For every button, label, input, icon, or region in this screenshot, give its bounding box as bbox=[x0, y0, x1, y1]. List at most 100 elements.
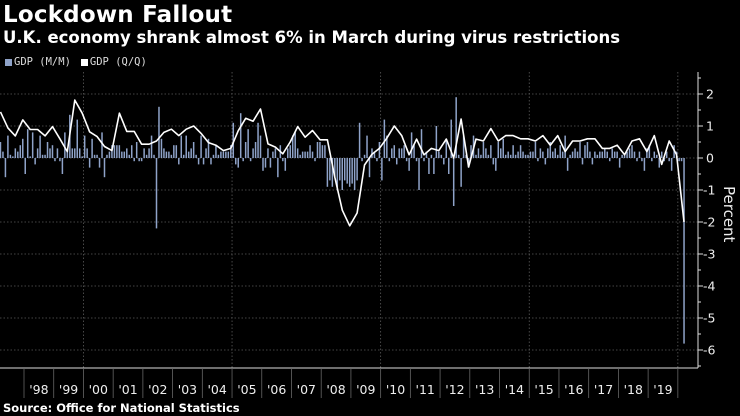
monthly-bar bbox=[309, 145, 311, 158]
monthly-bar bbox=[239, 113, 242, 158]
monthly-bar bbox=[49, 148, 51, 158]
legend-item-quarterly: GDP (Q/Q) bbox=[80, 56, 147, 68]
monthly-bar bbox=[83, 135, 86, 158]
chart-subtitle: U.K. economy shrank almost 6% in March d… bbox=[3, 28, 621, 47]
monthly-bar bbox=[601, 151, 604, 158]
monthly-bar bbox=[222, 151, 225, 158]
x-tick-label: '15 bbox=[534, 382, 553, 397]
y-tick-label: -1 bbox=[703, 183, 715, 198]
monthly-bar bbox=[319, 142, 321, 158]
monthly-bar bbox=[542, 151, 544, 158]
monthly-bar bbox=[517, 151, 519, 158]
monthly-bar bbox=[165, 151, 168, 158]
x-tick-label: '00 bbox=[89, 382, 108, 397]
monthly-bar bbox=[121, 151, 123, 158]
monthly-bar bbox=[56, 148, 59, 158]
monthly-bar bbox=[450, 119, 452, 158]
monthly-bar bbox=[306, 151, 309, 158]
monthly-bar bbox=[339, 158, 341, 181]
monthly-bar bbox=[658, 158, 661, 168]
monthly-bar bbox=[314, 158, 316, 162]
monthly-bar bbox=[225, 151, 227, 158]
monthly-bar bbox=[96, 154, 98, 158]
monthly-bar bbox=[373, 151, 376, 158]
monthly-bar bbox=[150, 135, 153, 158]
legend-swatch-monthly bbox=[5, 58, 12, 66]
monthly-bar bbox=[611, 148, 613, 158]
monthly-bar bbox=[116, 145, 118, 158]
monthly-bar bbox=[381, 158, 383, 181]
y-tick-label: 2 bbox=[706, 87, 714, 102]
x-tick-label: '17 bbox=[594, 382, 613, 397]
monthly-bar bbox=[534, 142, 537, 158]
monthly-bar bbox=[247, 129, 249, 158]
monthly-bar bbox=[492, 158, 495, 165]
monthly-bar bbox=[522, 151, 524, 158]
monthly-bar bbox=[487, 154, 490, 158]
monthly-bar bbox=[410, 132, 413, 158]
monthly-bar bbox=[148, 148, 150, 158]
monthly-bar bbox=[31, 132, 34, 158]
monthly-bar bbox=[670, 158, 673, 171]
monthly-bar bbox=[282, 158, 284, 162]
monthly-bar bbox=[9, 154, 12, 158]
monthly-bar bbox=[683, 158, 685, 344]
monthly-bar bbox=[552, 151, 554, 158]
monthly-bar bbox=[252, 148, 254, 158]
monthly-bar bbox=[594, 151, 596, 158]
monthly-bar bbox=[391, 148, 393, 158]
monthly-bar bbox=[547, 148, 549, 158]
monthly-bar bbox=[91, 138, 93, 158]
monthly-bar bbox=[480, 154, 482, 158]
monthly-bar bbox=[482, 142, 485, 158]
monthly-bar bbox=[633, 151, 636, 158]
monthly-bar bbox=[361, 158, 363, 162]
monthly-bar bbox=[425, 151, 428, 158]
y-tick-label: -3 bbox=[703, 247, 715, 262]
monthly-bar bbox=[220, 151, 222, 158]
x-tick-label: '12 bbox=[445, 382, 464, 397]
monthly-bar bbox=[383, 119, 386, 158]
monthly-bar bbox=[418, 158, 420, 190]
monthly-bar bbox=[257, 122, 259, 158]
monthly-bar bbox=[509, 154, 512, 158]
monthly-bar bbox=[504, 154, 507, 158]
monthly-bar bbox=[606, 151, 609, 158]
monthly-bar bbox=[321, 145, 324, 158]
monthly-bar bbox=[596, 154, 599, 158]
monthly-bar bbox=[76, 119, 78, 158]
monthly-bar bbox=[64, 132, 66, 158]
monthly-bar bbox=[524, 154, 527, 158]
monthly-bar bbox=[287, 148, 289, 158]
monthly-bar bbox=[519, 145, 522, 158]
monthly-bar bbox=[195, 154, 197, 158]
monthly-bar bbox=[93, 154, 96, 158]
monthly-bar bbox=[591, 158, 594, 165]
monthly-bar bbox=[440, 154, 443, 158]
monthly-bar bbox=[262, 158, 264, 171]
monthly-bar bbox=[346, 158, 348, 184]
monthly-bar bbox=[123, 151, 126, 158]
monthly-bar bbox=[341, 158, 344, 190]
monthly-bar bbox=[130, 145, 133, 158]
monthly-bar bbox=[277, 158, 279, 178]
monthly-bar bbox=[170, 154, 173, 158]
monthly-bar bbox=[579, 142, 581, 158]
monthly-bar bbox=[537, 158, 539, 162]
legend-label-monthly: GDP (M/M) bbox=[14, 56, 71, 68]
monthly-bar bbox=[81, 156, 83, 158]
monthly-bar bbox=[232, 122, 235, 158]
monthly-bar bbox=[395, 158, 398, 165]
monthly-bar bbox=[44, 154, 46, 158]
monthly-bar bbox=[19, 145, 22, 158]
monthly-bar bbox=[4, 158, 7, 178]
x-tick-label: '02 bbox=[148, 382, 167, 397]
monthly-bar bbox=[269, 158, 272, 168]
x-tick-label: '09 bbox=[356, 382, 375, 397]
monthly-bar bbox=[299, 154, 301, 158]
monthly-bar bbox=[435, 126, 438, 158]
monthly-bar bbox=[197, 158, 200, 165]
x-tick-label: '06 bbox=[267, 382, 286, 397]
monthly-bar bbox=[351, 158, 353, 184]
monthly-bar bbox=[334, 158, 336, 178]
